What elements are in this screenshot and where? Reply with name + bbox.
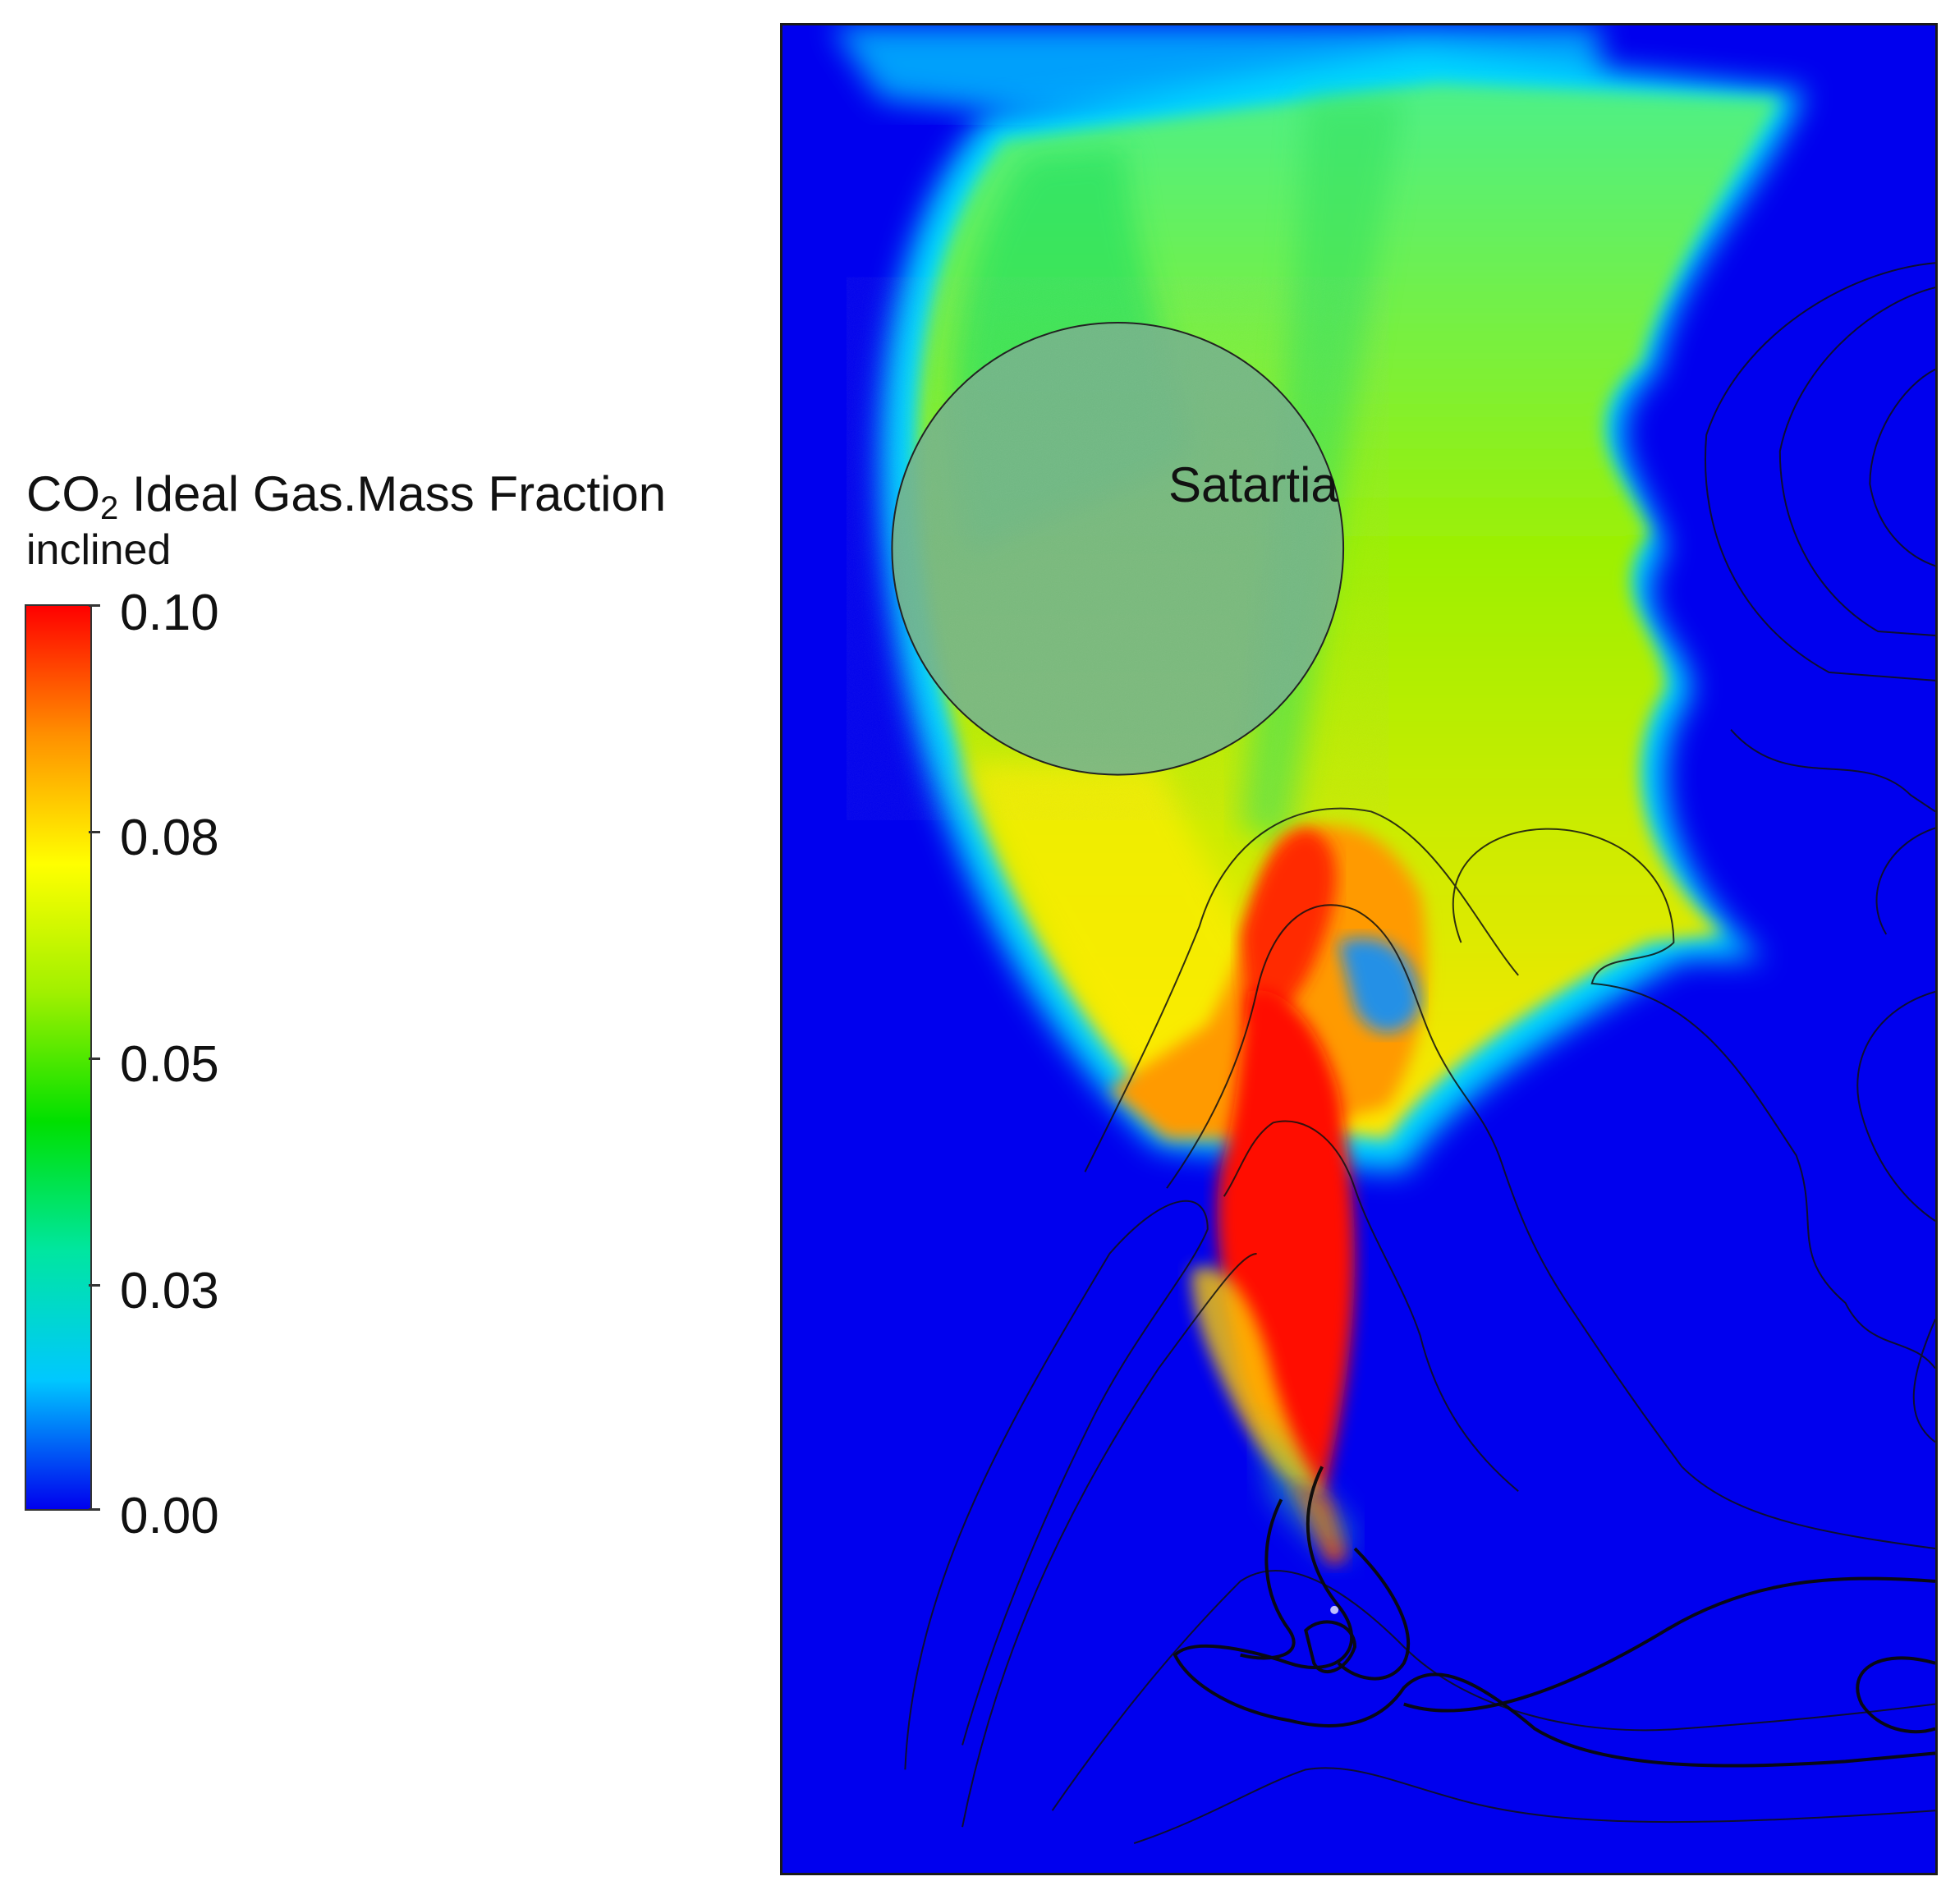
terrain-contours-bold (1173, 1466, 1935, 1768)
town-marker (891, 322, 1345, 776)
plume-tail-glow (1256, 1417, 1356, 1565)
plume-pocket (1338, 938, 1420, 1033)
terrain-contours (904, 262, 1935, 1845)
colorbar-label: 0.05 (120, 1036, 219, 1093)
legend-title: CO2 Ideal Gas.Mass Fraction (26, 466, 667, 526)
plume-hotspot-upper (1240, 828, 1337, 1026)
legend-subtitle: inclined (26, 526, 172, 574)
terrain-basin-right (1705, 263, 1935, 681)
colorbar-tick (89, 1284, 100, 1287)
concentration-field (831, 25, 1935, 1845)
source-point (1330, 1605, 1339, 1614)
colorbar-label-min: 0.00 (120, 1488, 219, 1544)
co2-concentration-map: Satartia (780, 23, 1938, 1875)
colorbar-tick (89, 831, 100, 833)
colorbar-label: 0.08 (120, 810, 219, 866)
colorbar-tick (89, 604, 100, 607)
colorbar-tick (89, 1508, 100, 1511)
colorbar-label: 0.03 (120, 1263, 219, 1319)
colorbar-tick (89, 1058, 100, 1060)
town-label: Satartia (1168, 457, 1338, 512)
colorbar-legend: CO2 Ideal Gas.Mass Fraction inclined 0.1… (0, 0, 772, 1904)
plume-jet-flank (1191, 1267, 1323, 1500)
colorbar-label-max: 0.10 (120, 585, 219, 641)
colorbar-gradient (25, 604, 92, 1511)
